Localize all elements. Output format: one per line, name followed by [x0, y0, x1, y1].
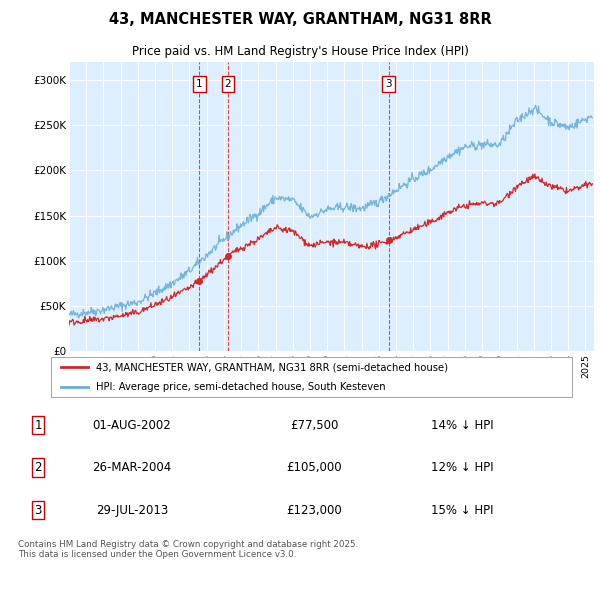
Text: £105,000: £105,000: [287, 461, 342, 474]
Text: 43, MANCHESTER WAY, GRANTHAM, NG31 8RR (semi-detached house): 43, MANCHESTER WAY, GRANTHAM, NG31 8RR (…: [95, 362, 448, 372]
Text: £77,500: £77,500: [290, 418, 338, 432]
Text: 3: 3: [34, 503, 41, 517]
Text: Price paid vs. HM Land Registry's House Price Index (HPI): Price paid vs. HM Land Registry's House …: [131, 45, 469, 58]
Text: 43, MANCHESTER WAY, GRANTHAM, NG31 8RR: 43, MANCHESTER WAY, GRANTHAM, NG31 8RR: [109, 12, 491, 27]
Text: 01-AUG-2002: 01-AUG-2002: [92, 418, 172, 432]
Text: 12% ↓ HPI: 12% ↓ HPI: [431, 461, 494, 474]
Text: 29-JUL-2013: 29-JUL-2013: [96, 503, 168, 517]
Text: £123,000: £123,000: [287, 503, 342, 517]
Text: 1: 1: [34, 418, 42, 432]
Text: 15% ↓ HPI: 15% ↓ HPI: [431, 503, 494, 517]
Text: 26-MAR-2004: 26-MAR-2004: [92, 461, 172, 474]
Text: 14% ↓ HPI: 14% ↓ HPI: [431, 418, 494, 432]
FancyBboxPatch shape: [50, 358, 572, 396]
Text: 2: 2: [34, 461, 42, 474]
Text: 1: 1: [196, 78, 203, 88]
Text: HPI: Average price, semi-detached house, South Kesteven: HPI: Average price, semi-detached house,…: [95, 382, 385, 392]
Text: 2: 2: [224, 78, 231, 88]
Text: 3: 3: [385, 78, 392, 88]
Text: Contains HM Land Registry data © Crown copyright and database right 2025.
This d: Contains HM Land Registry data © Crown c…: [18, 539, 358, 559]
